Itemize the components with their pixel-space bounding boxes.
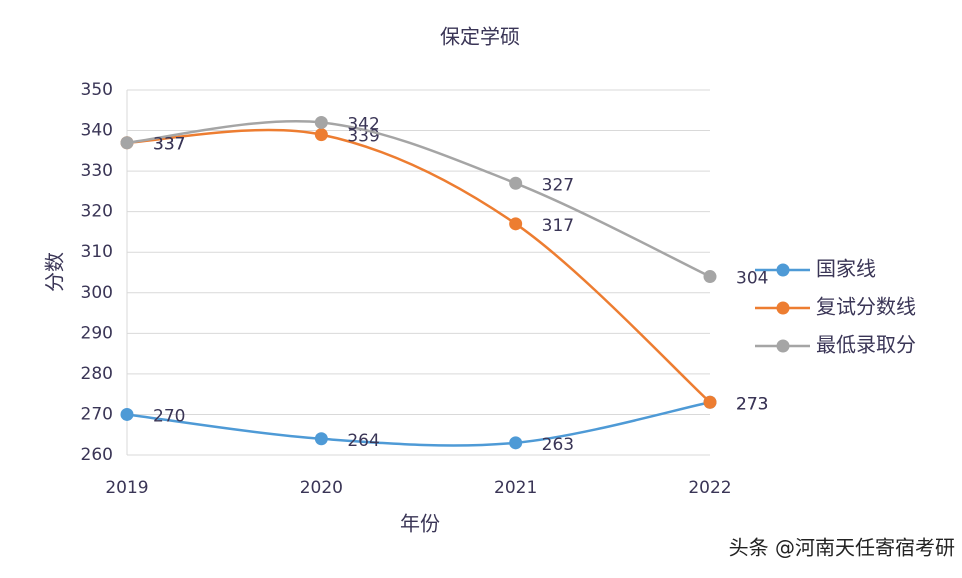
y-tick-label: 260 [81, 445, 113, 465]
data-point [120, 407, 134, 421]
legend-marker [776, 339, 790, 353]
data-point [509, 217, 523, 231]
legend-marker [776, 301, 790, 315]
y-tick-label: 330 [81, 161, 113, 181]
y-tick-label: 320 [81, 202, 113, 222]
data-point [509, 176, 523, 190]
x-tick-label: 2021 [494, 478, 537, 498]
data-label: 337 [153, 135, 185, 155]
y-tick-label: 310 [81, 242, 113, 262]
legend-label: 复试分数线 [816, 295, 916, 319]
y-tick-label: 270 [81, 404, 113, 424]
series-line [126, 119, 711, 278]
data-point [703, 395, 717, 409]
series-line [126, 401, 711, 447]
y-tick-label: 350 [81, 80, 113, 100]
legend-marker [776, 263, 790, 277]
x-tick-label: 2022 [688, 478, 731, 498]
data-label: 264 [347, 431, 379, 451]
data-label: 304 [736, 269, 768, 289]
legend-label: 最低录取分 [816, 333, 916, 357]
y-tick-label: 290 [81, 323, 113, 343]
data-point [314, 115, 328, 129]
y-tick-label: 280 [81, 364, 113, 384]
data-point [509, 436, 523, 450]
y-tick-label: 340 [81, 121, 113, 141]
y-axis-label: 分数 [43, 252, 67, 292]
data-label: 327 [542, 175, 574, 195]
data-label: 273 [736, 394, 768, 414]
series-line [126, 128, 711, 404]
data-label: 263 [542, 435, 574, 455]
data-point [314, 432, 328, 446]
data-label: 317 [542, 216, 574, 236]
watermark: 头条 @河南天任寄宿考研 [729, 536, 955, 560]
data-point [120, 136, 134, 150]
x-tick-label: 2019 [105, 478, 148, 498]
legend-label: 国家线 [816, 257, 876, 281]
data-label: 337 [153, 135, 185, 155]
data-point [703, 270, 717, 284]
x-axis-label: 年份 [400, 512, 440, 536]
data-label: 270 [153, 406, 185, 426]
data-label: 342 [347, 114, 379, 134]
chart-title: 保定学硕 [440, 25, 520, 49]
data-point [314, 128, 328, 142]
x-tick-label: 2020 [300, 478, 343, 498]
data-label: 273 [736, 394, 768, 414]
y-tick-label: 300 [81, 283, 113, 303]
